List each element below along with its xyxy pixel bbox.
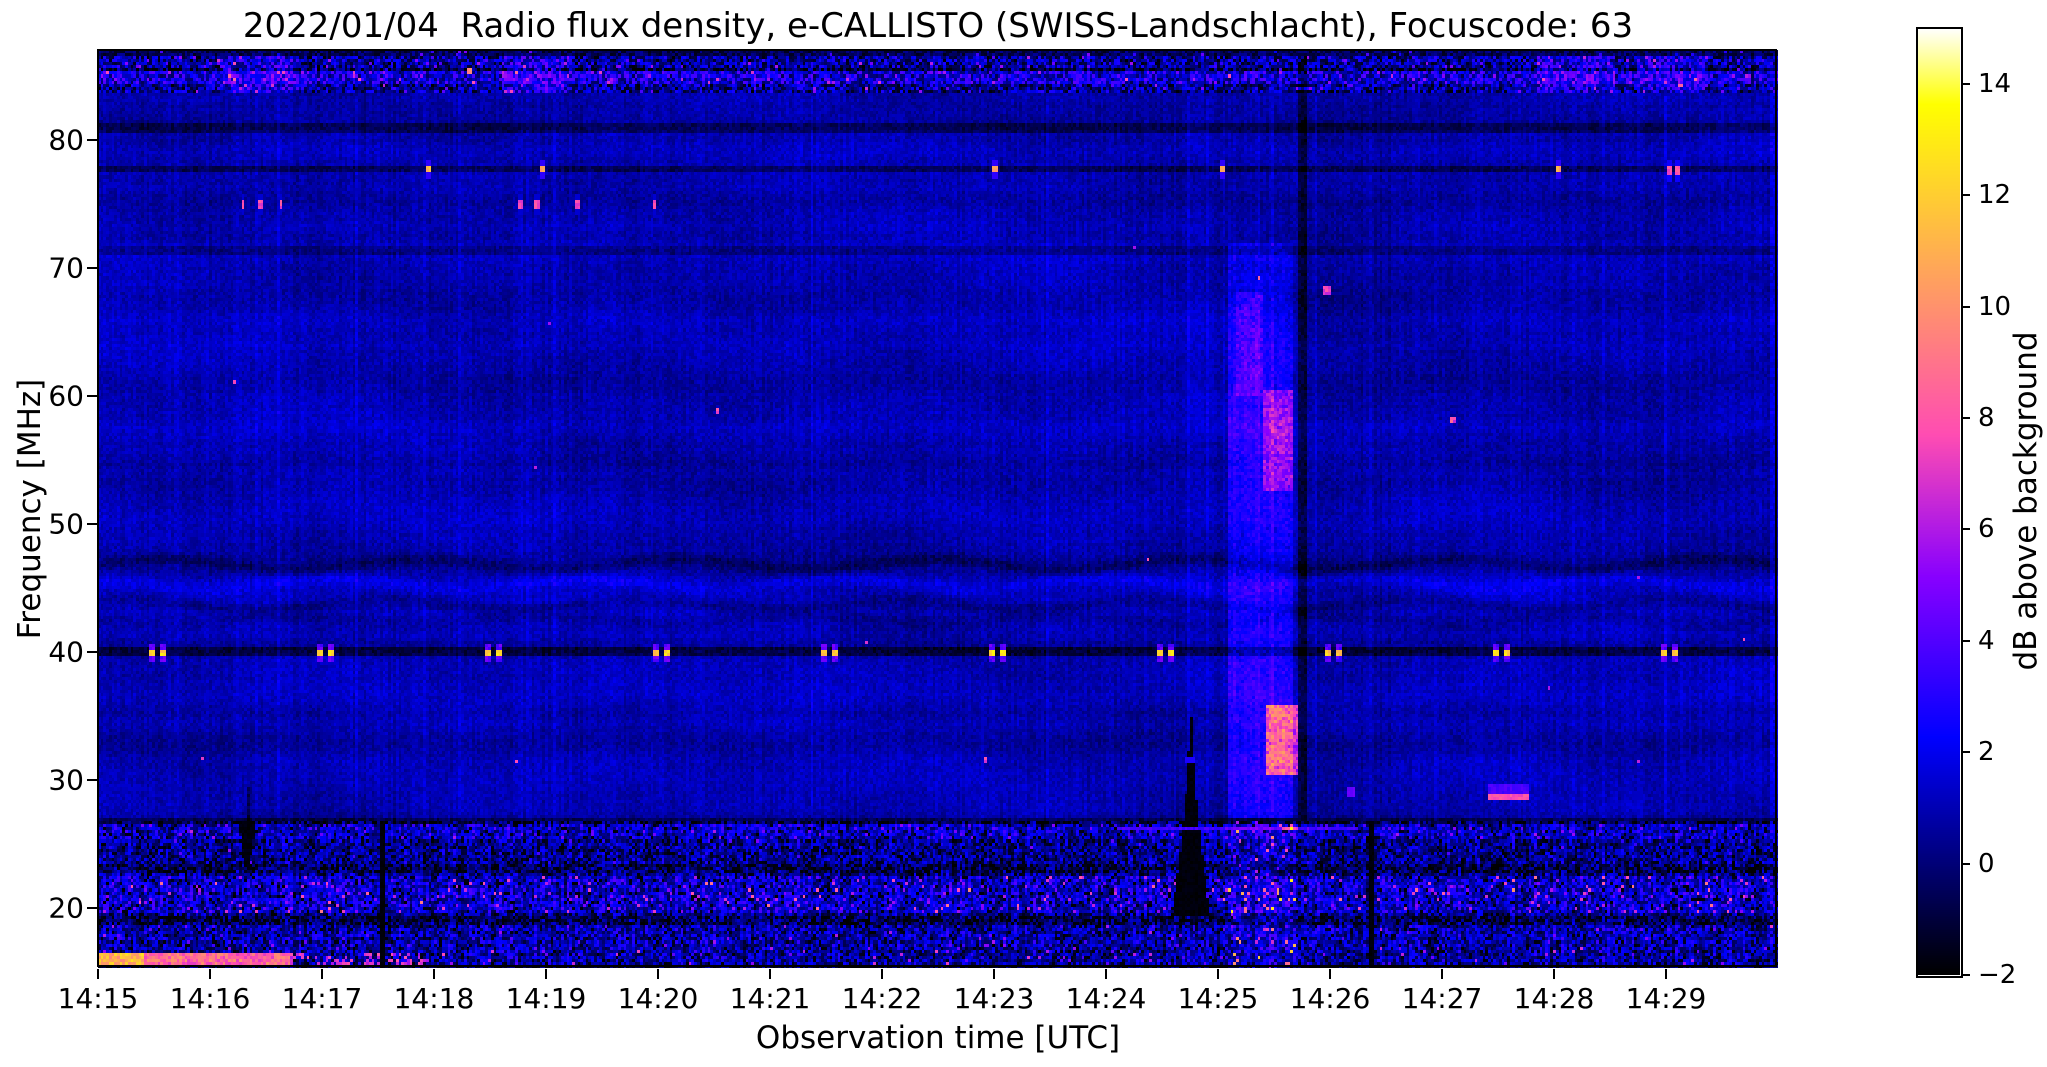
colorbar-tick xyxy=(1961,82,1970,85)
x-tick-label: 14:21 xyxy=(729,982,811,1015)
x-tick xyxy=(657,969,659,979)
x-tick-label: 14:24 xyxy=(1065,982,1147,1015)
x-tick xyxy=(433,969,435,979)
y-axis-label: Frequency [MHz] xyxy=(12,378,48,640)
x-tick-label: 14:17 xyxy=(281,982,363,1015)
x-tick xyxy=(769,969,771,979)
x-tick-label: 14:28 xyxy=(1513,982,1595,1015)
x-tick xyxy=(1329,969,1331,979)
y-tick-label: 20 xyxy=(48,891,84,925)
y-tick-label: 80 xyxy=(48,123,84,157)
x-tick-label: 14:18 xyxy=(393,982,475,1015)
colorbar-tick xyxy=(1961,751,1970,754)
y-tick-label: 70 xyxy=(48,251,84,285)
colorbar-tick-label: 0 xyxy=(1978,848,1995,879)
colorbar-tick xyxy=(1961,862,1970,865)
y-tick xyxy=(87,650,97,653)
y-tick xyxy=(87,778,97,781)
x-tick xyxy=(209,969,211,979)
y-tick-label: 30 xyxy=(48,763,84,797)
colorbar-tick-label: 6 xyxy=(1978,514,1995,545)
colorbar-tick-label: 4 xyxy=(1978,625,1995,656)
x-tick-label: 14:25 xyxy=(1177,982,1259,1015)
x-tick xyxy=(1665,969,1667,979)
chart-title: 2022/01/04 Radio flux density, e-CALLIST… xyxy=(242,6,1634,46)
y-tick xyxy=(87,138,97,141)
x-tick-label: 14:23 xyxy=(953,982,1035,1015)
x-tick xyxy=(881,969,883,979)
x-tick xyxy=(1217,969,1219,979)
x-tick-label: 14:29 xyxy=(1625,982,1707,1015)
colorbar xyxy=(1917,28,1960,975)
colorbar-tick-label: 14 xyxy=(1978,68,2012,99)
y-tick xyxy=(87,906,97,909)
x-tick xyxy=(321,969,323,979)
y-tick-label: 50 xyxy=(48,507,84,541)
colorbar-tick-label: 10 xyxy=(1978,291,2012,322)
x-tick-label: 14:16 xyxy=(169,982,251,1015)
colorbar-tick xyxy=(1961,974,1970,976)
colorbar-tick xyxy=(1961,639,1970,642)
colorbar-tick xyxy=(1961,194,1970,197)
spectrogram-heatmap xyxy=(98,50,1778,968)
colorbar-tick xyxy=(1961,416,1970,419)
x-axis-label: Observation time [UTC] xyxy=(755,1020,1121,1056)
x-tick xyxy=(97,969,99,979)
y-tick xyxy=(87,266,97,269)
x-tick-label: 14:22 xyxy=(841,982,923,1015)
y-tick-label: 40 xyxy=(48,635,84,669)
x-tick-label: 14:20 xyxy=(617,982,699,1015)
x-tick xyxy=(1105,969,1107,979)
colorbar-tick xyxy=(1961,305,1970,308)
colorbar-label: dB above background xyxy=(2008,331,2044,671)
y-tick-label: 60 xyxy=(48,379,84,413)
y-tick xyxy=(87,394,97,397)
colorbar-tick-label: −2 xyxy=(1978,960,2017,990)
x-tick xyxy=(1553,969,1555,979)
y-tick xyxy=(87,522,97,525)
x-tick xyxy=(1441,969,1443,979)
x-tick xyxy=(993,969,995,979)
colorbar-tick-label: 2 xyxy=(1978,737,1995,768)
x-tick-label: 14:15 xyxy=(57,982,139,1015)
colorbar-tick-label: 8 xyxy=(1978,402,1995,433)
x-tick-label: 14:19 xyxy=(505,982,587,1015)
x-tick xyxy=(545,969,547,979)
colorbar-tick xyxy=(1961,528,1970,531)
x-tick-label: 14:26 xyxy=(1289,982,1371,1015)
x-tick-label: 14:27 xyxy=(1401,982,1483,1015)
colorbar-tick-label: 12 xyxy=(1978,180,2012,211)
